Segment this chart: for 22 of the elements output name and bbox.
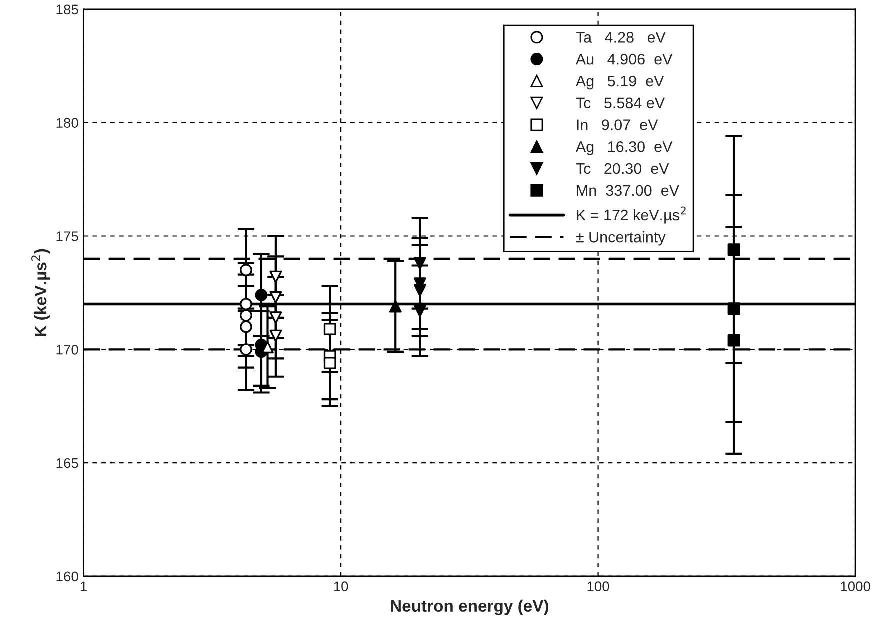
y-axis-title: K (keV.µs$^{2}$) [32,249,50,336]
legend-label: Au 4.906 eV [576,54,673,65]
legend-label: Ag 16.30 eV [576,142,673,156]
legend-label: Mn 337.00 eV [577,185,680,196]
y-tick-label: 165 [56,458,78,468]
legend-label: Tc 5.584 eV [576,98,666,109]
legend-label: Ta 4.28 eV [576,32,666,43]
y-tick-label: 170 [56,344,78,355]
legend-label: Ag 5.19 eV [576,76,664,90]
y-tick-label: 175 [56,232,78,242]
x-tick-label: 1000 [841,582,870,592]
legend-label: ± Uncertainty [576,232,666,246]
y-tick-label: 185 [56,4,78,15]
x-tick-label: 1 [80,582,87,592]
x-tick-label: 10 [334,582,348,592]
legend-label: K = 172 keV.µs$^{2}$ [577,206,686,224]
x-axis-title: Neutron energy (eV) [391,600,548,616]
y-tick-label: 160 [56,572,78,582]
legend-label: Tc 20.30 eV [576,163,670,174]
y-tick-label: 180 [56,118,78,128]
x-tick-label: 100 [588,582,610,592]
legend-label: In 9.07 eV [577,120,658,130]
